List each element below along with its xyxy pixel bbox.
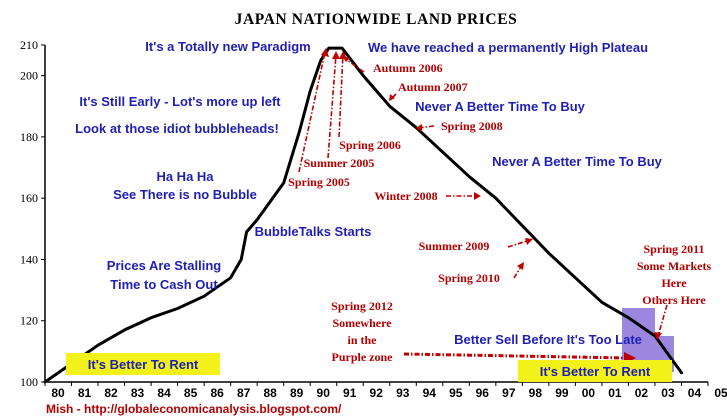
x-tick-label: 99 (555, 386, 569, 400)
x-tick-label: 87 (237, 386, 251, 400)
annotation-label: Spring 2012 (331, 299, 393, 313)
x-tick-label: 05 (714, 386, 727, 400)
y-tick-label: 160 (20, 191, 38, 205)
annotation-label: Never A Better Time To Buy (492, 154, 663, 169)
arrow-spring-2006 (338, 53, 344, 138)
x-tick-label: 96 (476, 386, 490, 400)
annotation-label: Spring 2006 (339, 138, 401, 152)
arrow-summer-2005 (327, 54, 337, 159)
annotation-label: Autumn 2007 (398, 80, 468, 94)
x-tick-label: 82 (104, 386, 118, 400)
annotation-label: See There is no Bubble (113, 187, 257, 202)
annotation-label: It's Still Early - Lot's more up left (79, 94, 281, 109)
annotation-label: Autumn 2006 (373, 61, 443, 75)
annotation-label: Time to Cash Out (110, 277, 218, 292)
arrowhead (654, 332, 662, 340)
annotation-arrowheads (321, 48, 662, 364)
annotation-label: It's Better To Rent (88, 357, 199, 372)
annotation-arrows (298, 51, 668, 360)
x-tick-label: 80 (51, 386, 65, 400)
y-tick-label: 210 (20, 38, 38, 52)
annotation-label: Winter 2008 (374, 189, 437, 203)
x-tick-label: 86 (210, 386, 224, 400)
x-tick-label: 85 (184, 386, 198, 400)
y-tick-label: 140 (20, 252, 38, 266)
x-tick-label: 93 (396, 386, 410, 400)
x-tick-label: 03 (661, 386, 675, 400)
annotation-label: Look at those idiot bubbleheads! (75, 121, 279, 136)
y-tick-label: 200 (20, 69, 38, 83)
x-tick-label: 94 (423, 386, 437, 400)
arrow-autumn-2006 (343, 57, 365, 73)
x-tick-label: 83 (131, 386, 145, 400)
arrowhead (525, 238, 533, 245)
x-tick-label: 89 (290, 386, 304, 400)
x-tick-label: 84 (157, 386, 171, 400)
annotation-label: Others Here (642, 293, 706, 307)
x-tick-label: 02 (635, 386, 649, 400)
x-tick-label: 90 (317, 386, 331, 400)
annotation-label: Spring 2005 (288, 175, 350, 189)
annotation-label: in the (347, 333, 377, 347)
y-tick-label: 180 (20, 130, 38, 144)
rent-highlight-right (518, 360, 672, 382)
x-tick-label: 81 (78, 386, 92, 400)
x-tick-label: 88 (263, 386, 277, 400)
arrowhead (332, 51, 340, 59)
annotation-label: Summer 2009 (419, 239, 490, 253)
x-tick-label: 92 (370, 386, 384, 400)
x-tick-label: 95 (449, 386, 463, 400)
chart-title: JAPAN NATIONWIDE LAND PRICES (235, 11, 518, 28)
arrow-spring-2011 (657, 304, 668, 337)
x-tick-label: 01 (608, 386, 622, 400)
x-tick-label: 97 (502, 386, 516, 400)
annotation-label: Spring 2008 (441, 119, 503, 133)
annotation-label: Summer 2005 (304, 156, 375, 170)
x-axis: 80 81 82 83 84 85 86 87 88 89 90 91 92 93 94 95 96 97 98 99… (44, 382, 727, 400)
annotation-label: Purple zone (332, 350, 394, 364)
annotation-label: It's Better To Rent (540, 364, 651, 379)
annotation-label: Prices Are Stalling (107, 258, 221, 273)
annotation-label: Here (661, 276, 687, 290)
annotations: It's a Totally new Paradigm We have reach… (75, 39, 711, 379)
annotation-label: Never A Better Time To Buy (415, 99, 586, 114)
annotation-label: Spring 2010 (438, 271, 500, 285)
x-tick-label: 91 (343, 386, 357, 400)
arrowhead (321, 48, 329, 57)
arrowhead (339, 51, 347, 59)
annotation-label: Better Sell Before It's Too Late (454, 332, 642, 347)
arrow-spring-2012 (403, 352, 629, 360)
y-axis: 100 120 140 160 180 200 210 (20, 38, 45, 389)
arrow-summer-2009 (507, 239, 531, 248)
arrowhead (517, 262, 524, 270)
x-tick-label: 98 (529, 386, 543, 400)
arrowhead (416, 124, 422, 132)
annotation-label: Spring 2011 (643, 242, 704, 256)
rent-highlights (66, 353, 672, 382)
arrowhead (474, 192, 481, 200)
annotation-label: Somewhere (332, 316, 392, 330)
annotation-label: Some Markets (637, 259, 712, 273)
annotation-label: We have reached a permanently High Plate… (368, 40, 648, 55)
arrow-spring-2005 (298, 51, 326, 173)
rent-highlight-left (66, 353, 220, 375)
y-tick-label: 120 (20, 314, 38, 328)
annotation-label: It's a Totally new Paradigm (145, 39, 310, 54)
annotation-label: BubbleTalks Starts (255, 224, 372, 239)
footer-credit: Mish - http://globaleconomicanalysis.blo… (46, 402, 342, 416)
y-tick-label: 100 (20, 375, 38, 389)
annotation-label: Ha Ha Ha (156, 169, 214, 184)
x-tick-label: 04 (688, 386, 702, 400)
x-tick-label: 00 (582, 386, 596, 400)
arrowhead (389, 94, 395, 101)
